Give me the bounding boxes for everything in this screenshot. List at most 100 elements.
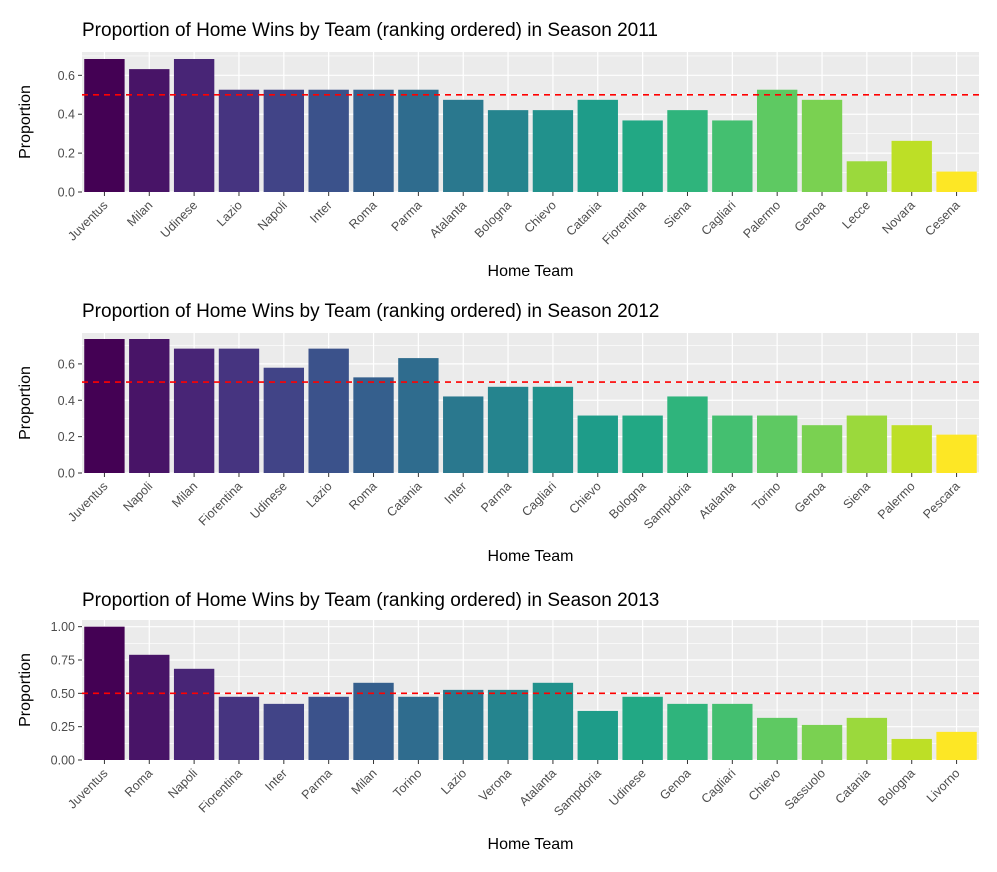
x-tick-label: Catania (564, 198, 604, 238)
x-tick-label: Lazio (304, 479, 335, 510)
y-tick-label: 0.2 (58, 147, 75, 161)
plot-panel (82, 333, 979, 473)
bar-bologna (487, 110, 529, 192)
bar-genoa (801, 425, 843, 473)
x-tick-label: Milan (349, 766, 380, 797)
bar-fiorentina (218, 696, 260, 760)
bar-bologna (891, 738, 932, 760)
x-tick-label: Sassuolo (782, 766, 828, 812)
x-tick-label: Fiorentina (600, 198, 649, 247)
bar-napoli (129, 339, 170, 473)
x-tick-label: Cagliari (519, 479, 559, 519)
x-tick-label: Juventus (65, 479, 110, 524)
x-axis-title: Home Team (488, 836, 574, 853)
bar-milan (129, 69, 170, 192)
chart-title: Proportion of Home Wins by Team (ranking… (82, 20, 658, 41)
x-tick-label: Cagliari (699, 198, 739, 238)
bar-atalanta (532, 682, 574, 760)
bar-cagliari (712, 120, 753, 192)
bar-siena (667, 110, 708, 192)
x-tick-label: Fiorentina (196, 479, 245, 528)
bar-milan (353, 682, 394, 760)
y-tick-label: 1.00 (51, 620, 75, 634)
bar-novara (891, 140, 932, 192)
y-tick-label: 0.00 (51, 754, 75, 768)
x-tick-label: Pescara (920, 479, 962, 521)
chart-season-0: Proportion of Home Wins by Team (ranking… (17, 20, 979, 280)
bar-cagliari (532, 386, 574, 473)
bar-inter (308, 89, 349, 192)
x-tick-label: Genoa (792, 479, 828, 515)
y-tick-label: 0.4 (58, 394, 75, 408)
x-axis-title: Home Team (488, 263, 574, 280)
y-tick-label: 0.4 (58, 108, 75, 122)
y-tick-label: 0.50 (51, 687, 75, 701)
bar-udinese (622, 696, 663, 760)
bar-milan (173, 348, 215, 473)
x-tick-label: Atalanta (696, 479, 738, 521)
x-tick-label: Juventus (65, 766, 110, 811)
bar-sampdoria (667, 396, 708, 473)
bar-roma (353, 377, 394, 473)
x-tick-label: Udinese (606, 766, 648, 808)
x-tick-label: Milan (169, 479, 200, 510)
bar-roma (353, 89, 394, 192)
plot-panel (82, 52, 979, 192)
x-tick-label: Bologna (876, 766, 918, 808)
x-axis-title: Home Team (488, 548, 574, 565)
x-tick-label: Chievo (746, 766, 783, 803)
chart-season-2: Proportion of Home Wins by Team (ranking… (17, 590, 979, 853)
y-axis-title: Proportion (17, 653, 34, 727)
x-tick-label: Inter (307, 198, 335, 226)
chart-season-1: Proportion of Home Wins by Team (ranking… (17, 301, 979, 565)
bar-chievo (577, 415, 618, 473)
bar-fiorentina (218, 348, 260, 473)
bar-siena (846, 415, 888, 473)
y-tick-label: 0.2 (58, 430, 75, 444)
x-tick-label: Lazio (214, 198, 245, 229)
x-tick-label: Bologna (606, 479, 648, 521)
bar-verona (487, 689, 529, 760)
x-tick-label: Genoa (792, 198, 828, 234)
x-tick-label: Parma (478, 479, 514, 515)
x-tick-label: Inter (442, 479, 470, 507)
x-tick-label: Cagliari (699, 766, 739, 806)
bar-roma (129, 654, 170, 760)
x-tick-label: Chievo (566, 479, 603, 516)
x-tick-label: Roma (122, 766, 156, 800)
x-tick-label: Atalanta (427, 198, 469, 240)
x-tick-label: Sampdoria (641, 479, 694, 532)
x-tick-label: Roma (346, 198, 380, 232)
x-tick-label: Catania (384, 479, 424, 519)
x-tick-label: Inter (262, 766, 290, 794)
bar-inter (263, 703, 305, 760)
x-tick-label: Napoli (120, 479, 155, 514)
x-tick-label: Parma (389, 198, 425, 234)
x-tick-label: Palermo (740, 198, 783, 241)
x-tick-label: Palermo (875, 479, 918, 522)
x-tick-label: Sampdoria (551, 766, 604, 819)
bar-torino (398, 696, 439, 760)
bar-sassuolo (801, 724, 843, 760)
x-tick-label: Lazio (438, 766, 469, 797)
y-tick-label: 0.0 (58, 186, 75, 200)
bar-atalanta (443, 99, 484, 192)
x-tick-label: Catania (833, 766, 873, 806)
x-tick-label: Napoli (165, 766, 200, 801)
y-tick-label: 0.25 (51, 720, 75, 734)
bar-chievo (756, 717, 798, 760)
bar-palermo (891, 425, 932, 473)
x-tick-label: Novara (879, 198, 917, 236)
bar-juventus (84, 339, 125, 473)
y-tick-label: 0.6 (58, 357, 75, 371)
bar-udinese (173, 59, 215, 192)
bar-inter (443, 396, 484, 473)
bar-catania (846, 717, 888, 760)
bar-palermo (756, 89, 798, 192)
bar-catania (577, 99, 618, 192)
x-tick-label: Torino (749, 479, 783, 513)
bar-sampdoria (577, 710, 618, 760)
x-tick-label: Juventus (65, 198, 110, 243)
